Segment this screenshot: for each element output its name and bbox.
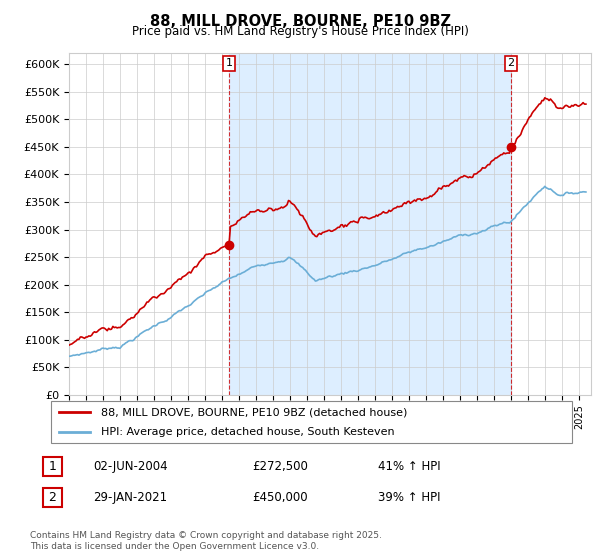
Text: 1: 1 xyxy=(226,58,233,68)
Text: £450,000: £450,000 xyxy=(252,491,308,505)
Text: 02-JUN-2004: 02-JUN-2004 xyxy=(93,460,167,473)
Text: 2: 2 xyxy=(49,491,56,505)
Text: 29-JAN-2021: 29-JAN-2021 xyxy=(93,491,167,505)
Bar xyxy=(229,53,511,395)
Text: 88, MILL DROVE, BOURNE, PE10 9BZ (detached house): 88, MILL DROVE, BOURNE, PE10 9BZ (detach… xyxy=(101,407,407,417)
FancyBboxPatch shape xyxy=(50,401,572,444)
Text: 41% ↑ HPI: 41% ↑ HPI xyxy=(378,460,440,473)
Text: 1: 1 xyxy=(49,460,56,473)
FancyBboxPatch shape xyxy=(43,457,62,476)
Text: This data is licensed under the Open Government Licence v3.0.: This data is licensed under the Open Gov… xyxy=(30,542,319,550)
Text: HPI: Average price, detached house, South Kesteven: HPI: Average price, detached house, Sout… xyxy=(101,427,394,437)
Text: £272,500: £272,500 xyxy=(252,460,308,473)
Text: Price paid vs. HM Land Registry's House Price Index (HPI): Price paid vs. HM Land Registry's House … xyxy=(131,25,469,38)
Text: 2: 2 xyxy=(507,58,514,68)
Text: 39% ↑ HPI: 39% ↑ HPI xyxy=(378,491,440,505)
Text: 88, MILL DROVE, BOURNE, PE10 9BZ: 88, MILL DROVE, BOURNE, PE10 9BZ xyxy=(149,14,451,29)
FancyBboxPatch shape xyxy=(43,488,62,507)
Text: Contains HM Land Registry data © Crown copyright and database right 2025.: Contains HM Land Registry data © Crown c… xyxy=(30,531,382,540)
